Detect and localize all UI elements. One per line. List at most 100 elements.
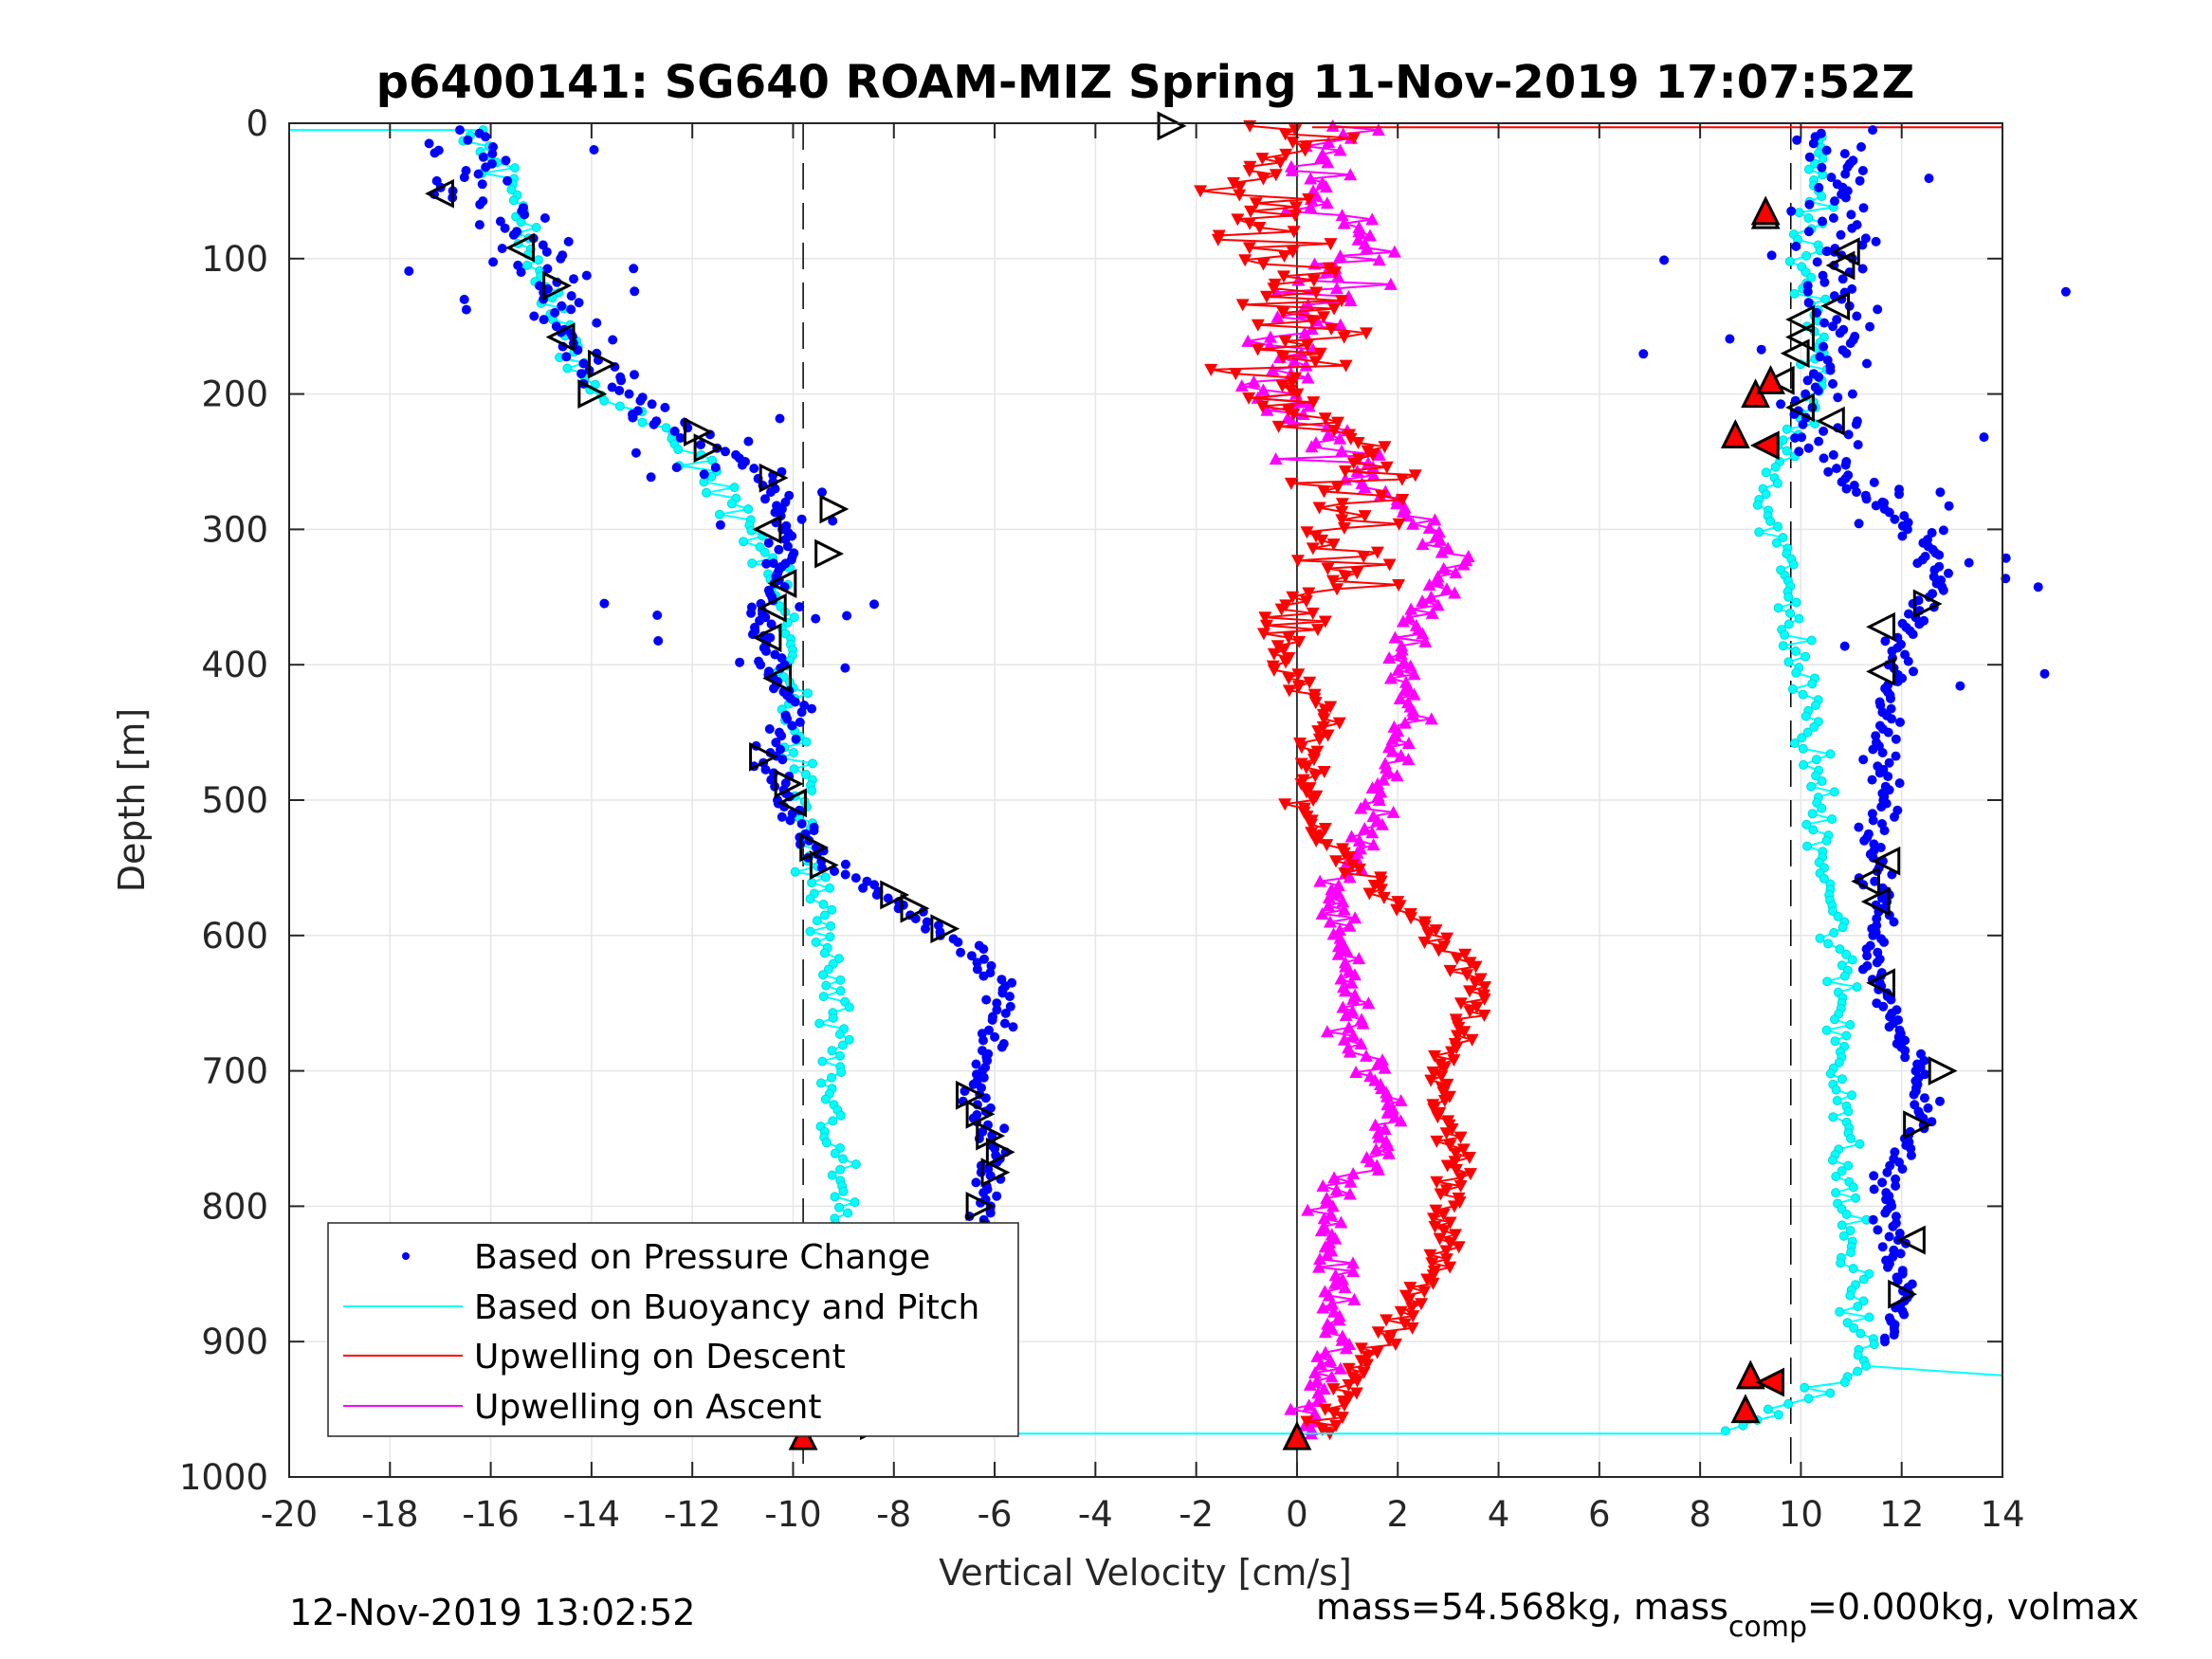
ascent-point — [1340, 943, 1354, 957]
buoyancy-point — [1832, 1096, 1842, 1105]
pressure-point — [749, 464, 759, 474]
descent-point — [1342, 1391, 1356, 1404]
ascent-point — [1338, 1281, 1352, 1294]
descent-point — [1303, 676, 1317, 689]
pressure-point — [1891, 1212, 1901, 1222]
ascent-point — [1313, 152, 1327, 165]
x-tick-label: 0 — [1286, 1494, 1308, 1535]
pressure-outlier — [1964, 557, 1974, 568]
buoyancy-point — [1771, 538, 1782, 548]
ascent-point — [1372, 1130, 1386, 1143]
descent-point — [1244, 205, 1258, 218]
pressure-point — [475, 199, 485, 210]
descent-point — [1330, 482, 1344, 495]
pressure-outlier — [840, 663, 850, 673]
descent-point — [1448, 1156, 1462, 1169]
pressure-outlier — [1814, 182, 1824, 192]
pressure-point — [987, 1015, 997, 1025]
buoyancy-point — [1831, 1085, 1841, 1095]
pressure-point — [614, 386, 625, 395]
pressure-point — [953, 937, 963, 947]
pressure-point — [840, 859, 850, 869]
descent-point — [1226, 176, 1240, 190]
buoyancy-point — [1773, 521, 1783, 532]
pressure-point — [795, 717, 805, 727]
buoyancy-point — [816, 1078, 826, 1088]
descent-point — [1331, 416, 1345, 429]
descent-point — [1291, 668, 1306, 682]
pressure-point — [1882, 1167, 1892, 1177]
ascent-point — [1366, 468, 1380, 482]
pressure-point — [616, 375, 627, 386]
descent-point — [1321, 729, 1335, 742]
descent-point — [1444, 1046, 1458, 1059]
buoyancy-point — [825, 883, 835, 893]
buoyancy-point — [1797, 733, 1807, 743]
buoyancy-point — [820, 910, 830, 921]
buoyancy-point — [1811, 701, 1820, 710]
buoyancy-point — [821, 1138, 832, 1148]
pressure-point — [1858, 203, 1869, 213]
descent-point — [1426, 1066, 1440, 1080]
triangle-marker — [1895, 1225, 1926, 1255]
pressure-point — [1859, 835, 1870, 846]
buoyancy-point — [820, 1094, 831, 1104]
descent-point — [1306, 542, 1320, 556]
pressure-point — [1904, 609, 1913, 619]
pressure-point — [478, 152, 488, 162]
pressure-point — [1854, 822, 1864, 832]
descent-point — [1322, 262, 1336, 275]
ascent-point — [1449, 566, 1463, 579]
pressure-point — [1828, 213, 1838, 223]
buoyancy-point — [1784, 256, 1795, 266]
y-tick-label: 500 — [201, 780, 268, 821]
descent-point — [1349, 1387, 1363, 1400]
ascent-point — [1391, 663, 1405, 676]
triangle-marker — [752, 514, 782, 544]
descent-point — [1255, 400, 1270, 413]
pressure-point — [561, 352, 572, 362]
buoyancy-point — [1825, 1388, 1836, 1398]
pressure-point — [635, 395, 646, 406]
buoyancy-point — [1806, 781, 1817, 792]
ascent-point — [1407, 667, 1421, 681]
ascent-point — [1380, 1105, 1395, 1119]
ascent-point — [1325, 883, 1339, 896]
pressure-point — [1892, 677, 1903, 686]
pressure-point — [858, 883, 868, 893]
descent-point — [1354, 1342, 1368, 1356]
descent-point — [1430, 1135, 1444, 1148]
descent-point — [1428, 1049, 1442, 1063]
ascent-point — [1393, 691, 1407, 704]
buoyancy-point — [838, 1040, 848, 1050]
triangle-marker — [1825, 250, 1856, 281]
buoyancy-point — [1830, 1014, 1839, 1025]
ascent-point — [1266, 362, 1280, 375]
ascent-point — [1448, 586, 1462, 599]
ascent-point — [1343, 1187, 1357, 1200]
pressure-point — [992, 1005, 1002, 1015]
descent-point — [1426, 1277, 1440, 1290]
pressure-outlier — [869, 599, 879, 610]
descent-point — [1276, 644, 1290, 657]
descent-point — [1286, 591, 1300, 604]
pressure-point — [1891, 1181, 1901, 1191]
triangle-marker — [880, 880, 910, 910]
pressure-outlier — [1979, 432, 1989, 443]
pressure-point — [978, 1035, 988, 1046]
buoyancy-point — [1829, 787, 1839, 797]
ascent-point — [1398, 684, 1412, 697]
y-tick-label: 700 — [201, 1051, 268, 1092]
pressure-outlier — [1822, 246, 1833, 256]
y-tick-label: 100 — [201, 239, 268, 280]
ascent-point — [1308, 1366, 1323, 1379]
ascent-point — [1318, 1325, 1332, 1339]
triangle-marker — [693, 433, 723, 464]
pressure-point — [761, 646, 771, 656]
buoyancy-point — [1772, 478, 1782, 488]
pressure-outlier — [1839, 641, 1850, 651]
ascent-point — [1349, 1066, 1363, 1079]
buoyancy-point — [1821, 835, 1832, 846]
descent-point — [1378, 441, 1392, 454]
ascent-point — [1314, 1224, 1328, 1237]
